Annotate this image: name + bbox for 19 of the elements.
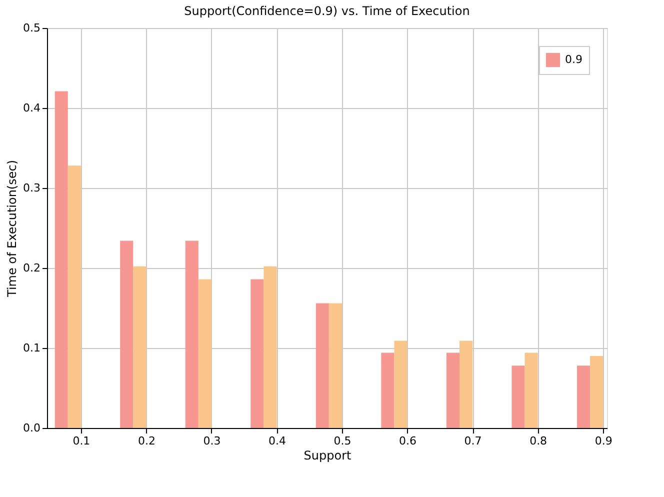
x-tick-label: 0.4	[268, 434, 286, 448]
x-tick-label: 0.6	[399, 434, 417, 448]
y-tick-label: 0.2	[23, 262, 40, 274]
y-tick-label: 0.3	[23, 182, 40, 194]
x-tick-label: 0.2	[138, 434, 156, 448]
x-tick-label: 0.5	[334, 434, 352, 448]
chart-title: Support(Confidence=0.9) vs. Time of Execution	[184, 4, 470, 18]
y-tick-label: 0.5	[23, 22, 40, 34]
legend-label: 0.9	[565, 53, 582, 66]
x-tick-label: 0.8	[530, 434, 548, 448]
y-tick-label: 0.4	[23, 102, 40, 114]
x-tick-label: 0.7	[464, 434, 482, 448]
y-axis-title: Time of Execution(sec)	[5, 160, 20, 298]
x-tick-label: 0.9	[594, 434, 612, 448]
y-tick-label: 0.1	[23, 342, 40, 354]
x-tick-label: 0.1	[72, 434, 90, 448]
y-tick-label: 0.0	[23, 422, 40, 434]
x-tick-label: 0.3	[203, 434, 221, 448]
x-axis-title: Support	[304, 448, 352, 462]
